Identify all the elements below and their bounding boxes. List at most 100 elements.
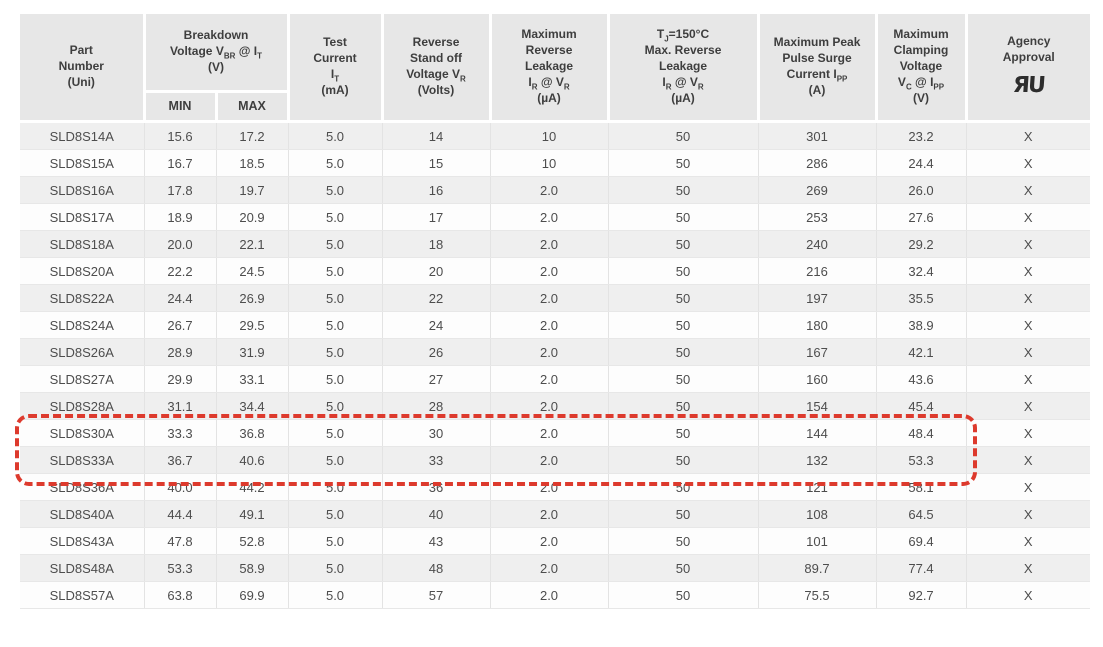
tj150-max-reverse-leakage-cell: 50 [607,121,759,150]
breakdown-max-cell: 17.2 [215,121,289,150]
max-reverse-leakage-cell: 2.0 [489,338,609,366]
max-clamping-voltage-cell: 29.2 [875,230,967,258]
breakdown-max-cell: 29.5 [215,311,289,339]
part-number-cell: SLD8S30A [20,419,144,447]
tj150-max-reverse-leakage-cell: 50 [607,581,759,609]
tj150-max-reverse-leakage-cell: 50 [607,500,759,528]
col-header-tj150-max-reverse-leakage: TJ=150°C Max. Reverse Leakage IR @ VR (µA) [606,14,759,123]
breakdown-max-cell: 40.6 [215,446,289,474]
agency-approval-cell: X [965,121,1091,150]
col-header-test-current: Test Current IT (mA) [286,14,383,123]
col-header-reverse-standoff-voltage: Reverse Stand off Voltage VR (Volts) [380,14,491,123]
max-reverse-leakage-cell: 2.0 [489,473,609,501]
tj150-max-reverse-leakage-cell: 50 [607,176,759,204]
test-current-cell: 5.0 [287,365,383,393]
breakdown-max-cell: 31.9 [215,338,289,366]
tj150-max-reverse-leakage-cell: 50 [607,149,759,177]
breakdown-min-cell: 17.8 [143,176,216,204]
ul-recognized-component-icon: ЯU [1012,72,1046,98]
max-reverse-leakage-cell: 2.0 [489,365,609,393]
breakdown-min-cell: 29.9 [143,365,216,393]
reverse-standoff-cell: 22 [381,284,491,312]
agency-approval-cell: X [965,149,1091,177]
part-number-cell: SLD8S36A [20,473,144,501]
test-current-cell: 5.0 [287,392,383,420]
table-row: SLD8S22A 24.4 26.9 5.0 22 2.0 50 197 35.5 X [20,284,1091,312]
part-number-cell: SLD8S16A [20,176,144,204]
max-clamping-voltage-cell: 27.6 [875,203,967,231]
tj150-max-reverse-leakage-cell: 50 [607,527,759,555]
test-current-cell: 5.0 [287,500,383,528]
test-current-cell: 5.0 [287,121,383,150]
agency-approval-cell: X [965,338,1091,366]
table-row: SLD8S43A 47.8 52.8 5.0 43 2.0 50 101 69.4 X [20,527,1091,555]
max-reverse-leakage-cell: 2.0 [489,230,609,258]
part-number-cell: SLD8S24A [20,311,144,339]
agency-approval-label: Agency Approval [1002,34,1055,64]
tj150-max-reverse-leakage-cell: 50 [607,392,759,420]
breakdown-min-cell: 33.3 [143,419,216,447]
max-reverse-leakage-cell: 2.0 [489,284,609,312]
test-current-cell: 5.0 [287,419,383,447]
peak-pulse-surge-current-cell: 121 [757,473,877,501]
reverse-standoff-cell: 43 [381,527,491,555]
breakdown-min-cell: 44.4 [143,500,216,528]
peak-pulse-surge-current-cell: 75.5 [757,581,877,609]
electrical-characteristics-table: Part Number (Uni) Breakdown Voltage VBR @ I… [20,14,1091,609]
peak-pulse-surge-current-cell: 197 [757,284,877,312]
test-current-cell: 5.0 [287,527,383,555]
tj150-max-reverse-leakage-cell: 50 [607,365,759,393]
peak-pulse-surge-current-cell: 89.7 [757,554,877,582]
test-current-cell: 5.0 [287,554,383,582]
col-header-max: MAX [214,90,289,123]
table-row: SLD8S17A 18.9 20.9 5.0 17 2.0 50 253 27.6 X [20,203,1091,231]
test-current-cell: 5.0 [287,257,383,285]
agency-approval-cell: X [965,392,1091,420]
part-number-cell: SLD8S48A [20,554,144,582]
spec-table-container: Part Number (Uni) Breakdown Voltage VBR @ I… [15,14,1091,609]
agency-approval-cell: X [965,176,1091,204]
table-row: SLD8S33A 36.7 40.6 5.0 33 2.0 50 132 53.3 X [20,446,1091,474]
tj150-max-reverse-leakage-cell: 50 [607,554,759,582]
breakdown-min-cell: 22.2 [143,257,216,285]
breakdown-min-cell: 31.1 [143,392,216,420]
max-clamping-voltage-cell: 77.4 [875,554,967,582]
agency-approval-cell: X [965,527,1091,555]
max-clamping-voltage-cell: 38.9 [875,311,967,339]
table-row: SLD8S48A 53.3 58.9 5.0 48 2.0 50 89.7 77.4 X [20,554,1091,582]
breakdown-max-cell: 19.7 [215,176,289,204]
table-row: SLD8S16A 17.8 19.7 5.0 16 2.0 50 269 26.0 X [20,176,1091,204]
tj150-max-reverse-leakage-cell: 50 [607,419,759,447]
part-number-cell: SLD8S18A [20,230,144,258]
table-row: SLD8S36A 40.0 44.2 5.0 36 2.0 50 121 58.1 X [20,473,1091,501]
reverse-standoff-cell: 57 [381,581,491,609]
breakdown-max-cell: 26.9 [215,284,289,312]
table-header: Part Number (Uni) Breakdown Voltage VBR @ I… [20,14,1091,123]
max-clamping-voltage-cell: 92.7 [875,581,967,609]
tj150-max-reverse-leakage-cell: 50 [607,257,759,285]
tj150-max-reverse-leakage-cell: 50 [607,473,759,501]
breakdown-max-cell: 44.2 [215,473,289,501]
peak-pulse-surge-current-cell: 101 [757,527,877,555]
reverse-standoff-cell: 33 [381,446,491,474]
max-reverse-leakage-cell: 2.0 [489,176,609,204]
part-number-cell: SLD8S27A [20,365,144,393]
reverse-standoff-cell: 48 [381,554,491,582]
part-number-cell: SLD8S40A [20,500,144,528]
max-reverse-leakage-cell: 2.0 [489,392,609,420]
agency-approval-cell: X [965,203,1091,231]
breakdown-max-cell: 36.8 [215,419,289,447]
reverse-standoff-cell: 20 [381,257,491,285]
col-header-breakdown-voltage: Breakdown Voltage VBR @ IT (V) [142,14,289,93]
tj150-max-reverse-leakage-cell: 50 [607,338,759,366]
part-number-cell: SLD8S26A [20,338,144,366]
breakdown-max-cell: 52.8 [215,527,289,555]
tj150-max-reverse-leakage-cell: 50 [607,311,759,339]
peak-pulse-surge-current-cell: 301 [757,121,877,150]
table-row: SLD8S27A 29.9 33.1 5.0 27 2.0 50 160 43.6 X [20,365,1091,393]
table-row: SLD8S15A 16.7 18.5 5.0 15 10 50 286 24.4 X [20,149,1091,177]
max-reverse-leakage-cell: 2.0 [489,203,609,231]
breakdown-min-cell: 20.0 [143,230,216,258]
max-reverse-leakage-cell: 2.0 [489,419,609,447]
breakdown-min-cell: 36.7 [143,446,216,474]
